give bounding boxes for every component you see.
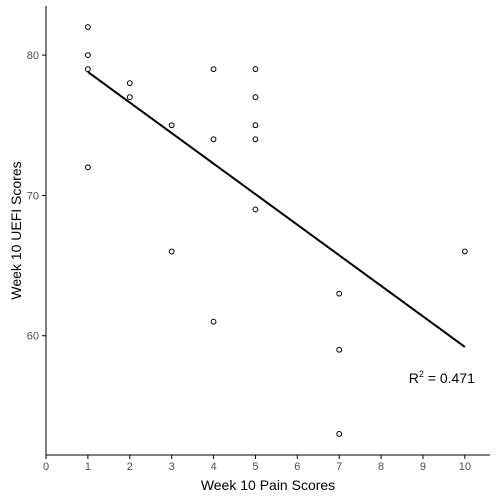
data-point — [168, 248, 175, 255]
x-tick-label: 5 — [252, 461, 258, 473]
data-point — [252, 136, 259, 143]
r-squared-superscript: 2 — [419, 369, 424, 379]
data-point — [336, 290, 343, 297]
x-axis-ticks: 0 1 2 3 4 5 6 7 8 9 10 — [43, 455, 471, 473]
data-point — [210, 66, 217, 73]
y-axis-title: Week 10 UEFI Scores — [8, 161, 24, 299]
data-point — [168, 122, 175, 129]
y-tick-label: 80 — [27, 50, 39, 62]
y-axis-ticks: 60 70 80 — [27, 50, 46, 343]
x-tick-label: 3 — [169, 461, 175, 473]
x-tick-label: 6 — [294, 461, 300, 473]
data-point — [210, 136, 217, 143]
r-squared-annotation: R2 = 0.471 — [409, 369, 475, 386]
data-points — [84, 24, 468, 437]
x-tick-label: 1 — [85, 461, 91, 473]
data-point — [84, 66, 91, 73]
data-point — [252, 94, 259, 101]
y-tick-label: 60 — [27, 331, 39, 343]
data-point — [336, 431, 343, 437]
data-point — [210, 318, 217, 325]
x-tick-label: 7 — [336, 461, 342, 473]
r-squared-value: = 0.471 — [424, 370, 475, 386]
data-point — [84, 164, 91, 171]
data-point — [252, 122, 259, 129]
data-point — [84, 24, 91, 30]
data-point — [84, 52, 91, 59]
trend-line — [87, 71, 466, 348]
data-point — [461, 248, 468, 255]
data-point — [252, 206, 259, 213]
x-tick-label: 0 — [43, 461, 49, 473]
x-tick-label: 9 — [420, 461, 426, 473]
x-tick-label: 10 — [459, 461, 471, 473]
x-tick-label: 8 — [378, 461, 384, 473]
data-point — [336, 346, 343, 353]
x-axis-title: Week 10 Pain Scores — [201, 477, 335, 493]
data-point — [126, 94, 133, 101]
y-tick-label: 70 — [27, 190, 39, 202]
data-point — [126, 80, 133, 87]
r-squared-prefix: R — [409, 370, 419, 386]
x-tick-label: 2 — [127, 461, 133, 473]
x-tick-label: 4 — [210, 461, 216, 473]
data-point — [252, 66, 259, 73]
